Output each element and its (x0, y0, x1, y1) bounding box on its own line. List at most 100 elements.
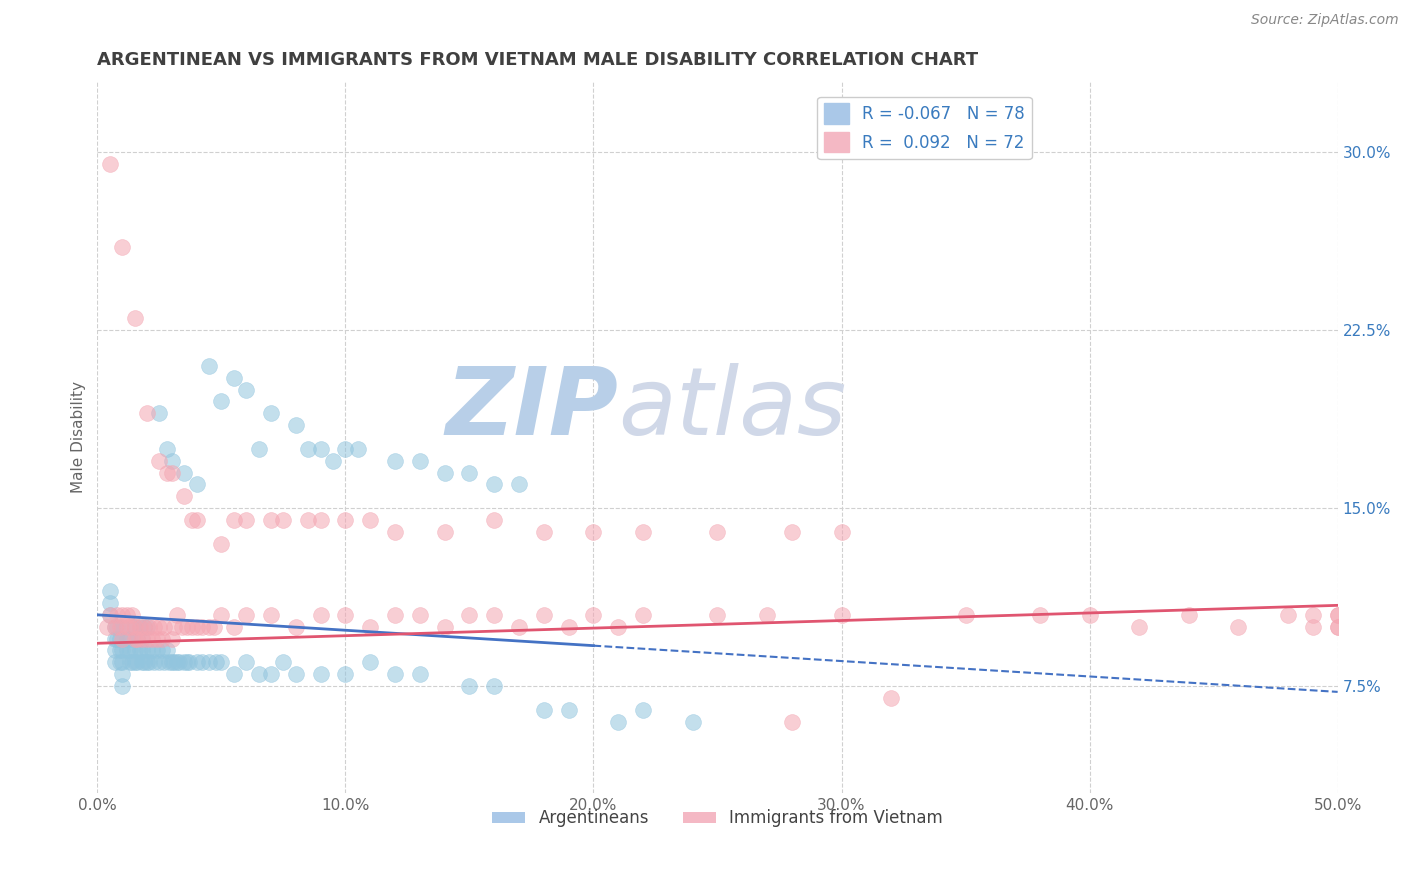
Point (111, 632, 134, 646)
Point (98, 584, 121, 599)
Point (150, 632, 173, 646)
Text: Source: ZipAtlas.com: Source: ZipAtlas.com (1251, 13, 1399, 28)
Point (108, 632, 131, 646)
Point (134, 620, 156, 634)
Point (190, 655, 212, 669)
Point (1326, 607, 1348, 622)
Point (533, 607, 555, 622)
Point (146, 643, 169, 657)
Point (124, 620, 146, 634)
Point (115, 607, 138, 622)
Point (484, 679, 506, 693)
Point (222, 370, 245, 384)
Point (160, 453, 183, 467)
Point (309, 607, 332, 622)
Point (156, 466, 179, 480)
Point (235, 513, 257, 527)
Point (706, 524, 728, 539)
Point (335, 442, 357, 456)
Point (582, 524, 605, 539)
Text: ARGENTINEAN VS IMMIGRANTS FROM VIETNAM MALE DISABILITY CORRELATION CHART: ARGENTINEAN VS IMMIGRANTS FROM VIETNAM M… (97, 51, 979, 69)
Point (780, 524, 803, 539)
Point (335, 513, 357, 527)
Point (484, 513, 506, 527)
Point (235, 607, 257, 622)
Point (186, 655, 208, 669)
Point (1277, 607, 1299, 622)
Point (124, 655, 146, 669)
Point (167, 655, 190, 669)
Point (170, 620, 193, 634)
Point (128, 620, 150, 634)
Point (682, 714, 704, 729)
Point (136, 620, 159, 634)
Point (557, 703, 579, 717)
Point (166, 607, 188, 622)
Point (121, 607, 143, 622)
Point (118, 655, 141, 669)
Point (98, 607, 121, 622)
Point (384, 524, 406, 539)
Point (111, 607, 134, 622)
Point (104, 643, 127, 657)
Point (582, 607, 605, 622)
Point (173, 466, 195, 480)
Point (163, 620, 186, 634)
Point (880, 690, 903, 705)
Point (260, 607, 283, 622)
Point (118, 632, 141, 646)
Point (136, 632, 159, 646)
Point (1029, 607, 1052, 622)
Point (222, 620, 245, 634)
Point (131, 632, 153, 646)
Point (173, 655, 195, 669)
Point (153, 620, 176, 634)
Point (108, 655, 131, 669)
Point (124, 632, 146, 646)
Point (309, 513, 332, 527)
Point (160, 632, 183, 646)
Point (131, 655, 153, 669)
Point (1178, 607, 1201, 622)
Point (335, 667, 357, 681)
Point (141, 632, 163, 646)
Point (309, 667, 332, 681)
Point (780, 714, 803, 729)
Point (297, 513, 319, 527)
Point (209, 537, 232, 551)
Point (607, 620, 630, 634)
Point (124, 620, 146, 634)
Point (156, 643, 179, 657)
Point (111, 655, 134, 669)
Point (111, 620, 134, 634)
Point (235, 383, 257, 397)
Point (631, 607, 654, 622)
Point (222, 667, 245, 681)
Point (409, 607, 432, 622)
Point (104, 655, 127, 669)
Point (115, 632, 138, 646)
Point (141, 643, 163, 657)
Point (508, 477, 530, 491)
Point (134, 655, 156, 669)
Point (831, 607, 853, 622)
Point (98, 157, 121, 171)
Point (831, 524, 853, 539)
Point (198, 655, 221, 669)
Point (157, 655, 180, 669)
Point (190, 620, 212, 634)
Point (359, 620, 381, 634)
Point (260, 513, 283, 527)
Point (125, 632, 148, 646)
Point (533, 524, 555, 539)
Point (138, 620, 160, 634)
Point (136, 406, 159, 420)
Point (335, 607, 357, 622)
Point (111, 667, 134, 681)
Point (166, 655, 188, 669)
Point (104, 620, 127, 634)
Y-axis label: Male Disability: Male Disability (72, 381, 86, 493)
Point (198, 359, 221, 373)
Point (284, 620, 307, 634)
Point (115, 620, 138, 634)
